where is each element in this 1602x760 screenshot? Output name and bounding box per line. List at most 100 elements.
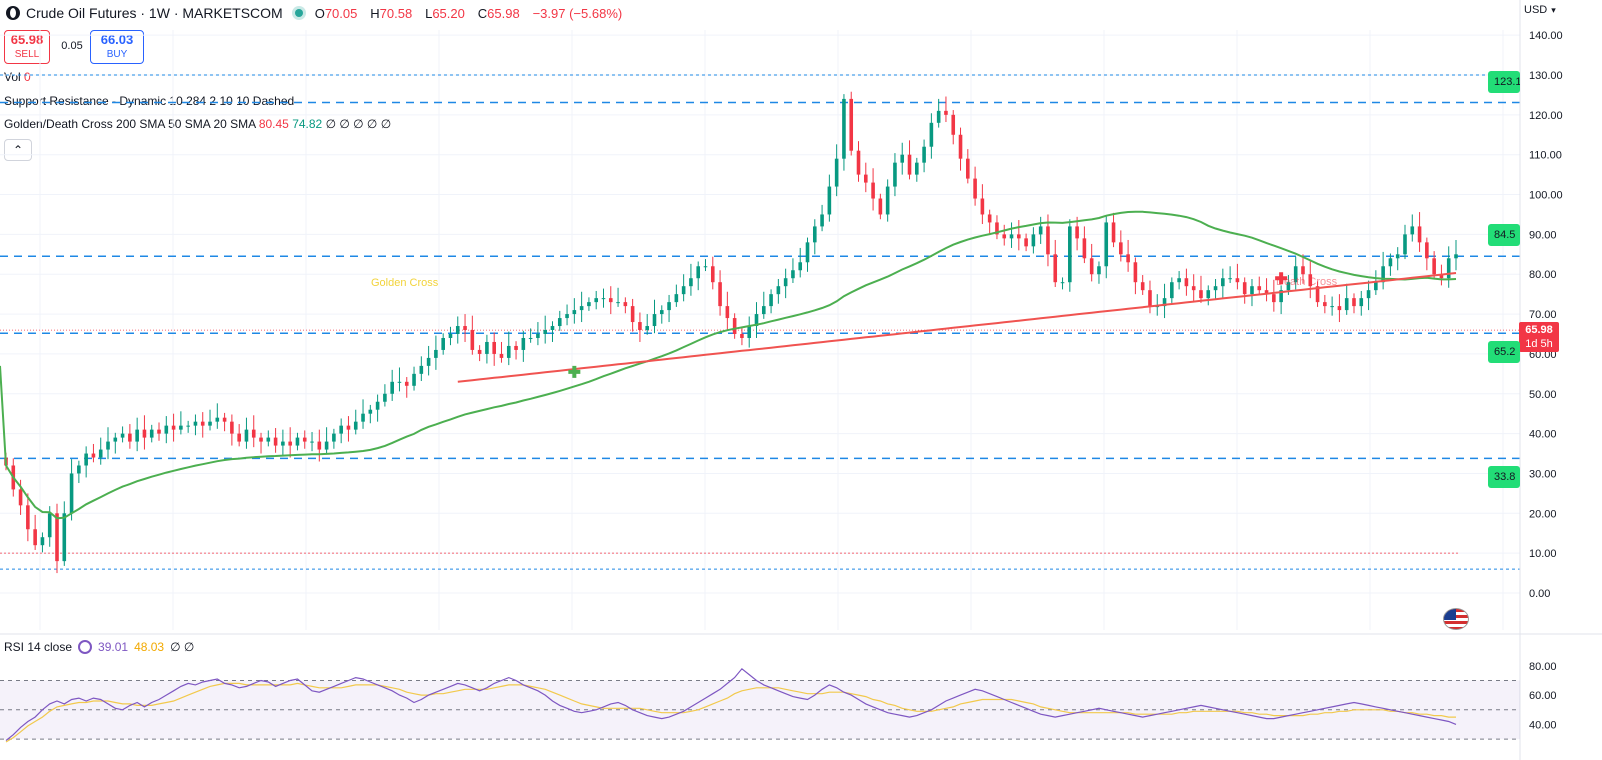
price-tick-label: 100.00 (1529, 190, 1563, 202)
candle-body (1352, 298, 1356, 307)
price-tick-label: 120.00 (1529, 110, 1563, 122)
candle-body (805, 242, 810, 263)
market-status-icon[interactable] (294, 9, 303, 17)
candle-body (346, 425, 351, 430)
candle-body (135, 429, 139, 442)
rsi-tick-label: 60.00 (1529, 690, 1557, 702)
candle-body (1024, 238, 1028, 247)
price-tick-label: 0.00 (1529, 588, 1550, 600)
candle-body (244, 429, 249, 442)
candle-body (361, 413, 365, 422)
candle-body (1454, 254, 1458, 259)
candle-body (1381, 266, 1385, 283)
candle-body (1301, 266, 1305, 275)
candle-body (630, 306, 635, 323)
rsi-pane: 80.00 60.00 40.00 (0, 661, 1557, 743)
candle-body (769, 294, 773, 307)
symbol-title[interactable]: Crude Oil Futures · 1W · MARKETSCOM (26, 5, 283, 21)
candle-body (186, 425, 190, 427)
ohlc-low: 65.20 (432, 6, 465, 21)
candle-body (696, 266, 701, 279)
candle-body (987, 214, 992, 223)
candle-body (251, 429, 256, 438)
candle-body (783, 278, 788, 287)
sma50-line (0, 210, 1457, 520)
sell-button[interactable]: 65.98 SELL (4, 30, 50, 64)
candle-body (1097, 266, 1101, 275)
candle-body (1119, 242, 1123, 255)
level-tag-123: 123.1 (1488, 71, 1520, 93)
us-flag-icon[interactable] (1443, 608, 1469, 630)
candle-body (215, 417, 220, 422)
buy-button[interactable]: 66.03 BUY (90, 30, 144, 64)
candle-body (594, 298, 599, 303)
candle-body (412, 373, 416, 386)
rsi-legend[interactable]: RSI 14 close 39.01 48.03 ∅ ∅ (4, 640, 194, 654)
candle-body (543, 330, 547, 334)
ohlc-values: O70.05 H70.58 L65.20 C65.98 −3.97 (−5.68… (314, 6, 623, 21)
candle-body (944, 110, 948, 115)
candle-body (120, 433, 125, 438)
candle-body (856, 150, 861, 175)
candle-body (820, 214, 824, 227)
candle-body (375, 401, 380, 410)
gdc-sma200-value: 80.45 (258, 117, 289, 131)
candle-body (1388, 258, 1393, 267)
ohlc-high: 70.58 (379, 6, 413, 21)
candle-body (732, 318, 737, 334)
candle-body (288, 441, 292, 446)
golden-cross-marker (568, 365, 581, 378)
candle-body (623, 302, 628, 307)
candle-body (915, 162, 919, 175)
candle-body (1038, 226, 1043, 235)
last-price-value: 65.98 (1525, 324, 1553, 336)
candle-body (1279, 290, 1283, 303)
candle-body (608, 298, 613, 303)
refresh-icon[interactable] (78, 640, 93, 654)
candle-body (689, 278, 693, 287)
sr-levels (0, 74, 1520, 570)
support-resistance-legend[interactable]: Support Resistance - Dynamic 10 284 2 10… (4, 94, 294, 108)
candle-body (273, 437, 278, 446)
rsi-tick-label: 40.00 (1529, 719, 1557, 731)
candle-body (725, 306, 730, 319)
volume-legend[interactable]: Vol 0 (4, 70, 31, 84)
candle-body (638, 322, 642, 331)
candle-body (353, 421, 358, 430)
currency-selector[interactable]: USD ▾ (1524, 4, 1556, 16)
price-tick-label: 140.00 (1529, 30, 1563, 42)
candle-body (521, 337, 526, 350)
candle-body (1425, 242, 1429, 259)
candle-body (1446, 258, 1451, 279)
candle-body (339, 425, 343, 434)
candle-body (295, 437, 300, 446)
candle-body (674, 294, 679, 303)
candle-body (681, 286, 686, 295)
candle-body (149, 429, 154, 438)
candle-body (601, 298, 606, 300)
currency-label: USD (1524, 4, 1548, 16)
vol-label: Vol (4, 70, 21, 84)
rsi-label: RSI 14 close (4, 640, 73, 654)
countdown-value: 1d 5h (1525, 338, 1553, 350)
candle-body (310, 441, 314, 443)
price-tick-label: 40.00 (1529, 429, 1557, 441)
candle-body (91, 453, 96, 458)
candle-body (33, 529, 37, 546)
candle-body (419, 365, 424, 374)
sma200-line (457, 272, 1457, 383)
candle-body (659, 310, 664, 315)
rsi-value: 39.01 (98, 640, 129, 654)
collapse-legend-button[interactable]: ⌃ (4, 139, 32, 161)
candle-body (550, 326, 555, 331)
golden-death-cross-legend[interactable]: Golden/Death Cross 200 SMA 50 SMA 20 SMA… (4, 117, 391, 131)
candle-body (404, 381, 409, 386)
candle-body (1177, 278, 1181, 283)
candle-body (1082, 238, 1087, 259)
candle-body (1264, 290, 1269, 295)
rsi-tick-label: 80.00 (1529, 661, 1557, 673)
candle-body (4, 457, 8, 466)
candle-body (55, 513, 59, 562)
candle-body (565, 314, 569, 319)
